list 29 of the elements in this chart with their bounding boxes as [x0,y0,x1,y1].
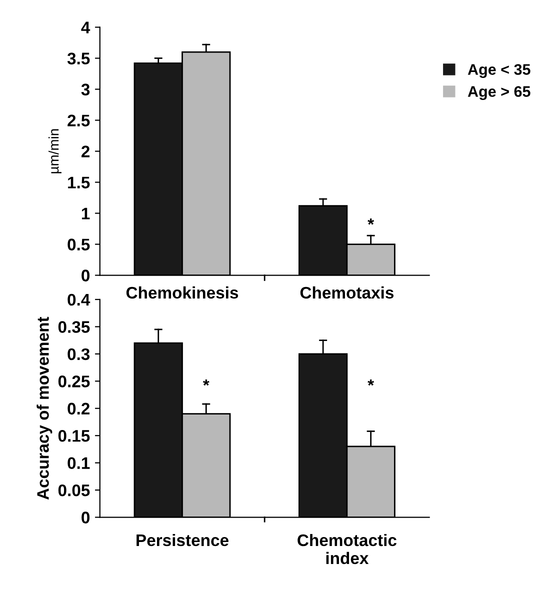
y-tick-label: 0 [82,270,90,282]
y-axis-title: Accuracy of movement [36,316,52,500]
y-tick-label: 0.5 [68,238,90,250]
y-tick-label: 0 [82,512,90,524]
y-tick-label: 0.1 [68,457,90,470]
y-tick-label: 0.2 [68,402,90,415]
y-tick-label: 1 [82,208,90,220]
y-tick-label: 0.05 [58,484,90,496]
annotation: * [368,218,374,225]
x-tick-label: Chemotactic index [298,534,396,564]
x-tick-label: Chemotaxis [300,286,394,299]
y-tick-label: 2.5 [68,114,90,126]
y-axis-title: µm/min [48,129,62,174]
legend-label: Age < 35 [468,64,530,78]
annotation: * [368,379,374,386]
y-tick-label: 0.4 [68,294,90,306]
y-tick-label: 0.25 [58,376,90,388]
y-tick-label: 3.5 [67,52,90,64]
y-tick-label: 0.35 [58,321,90,333]
annotation: * [202,379,210,386]
y-tick-label: 3 [81,84,90,96]
legend-label: Age > 65 [468,86,530,100]
y-tick-label: 0.3 [68,348,90,360]
x-tick-label: Persistence [136,534,228,546]
y-tick-label: 0.15 [58,430,90,442]
y-tick-label: 4 [81,22,90,34]
y-tick-label: 2 [81,146,90,158]
y-tick-label: 1.5 [68,176,90,188]
x-tick-label: Chemokinesis [126,286,238,299]
